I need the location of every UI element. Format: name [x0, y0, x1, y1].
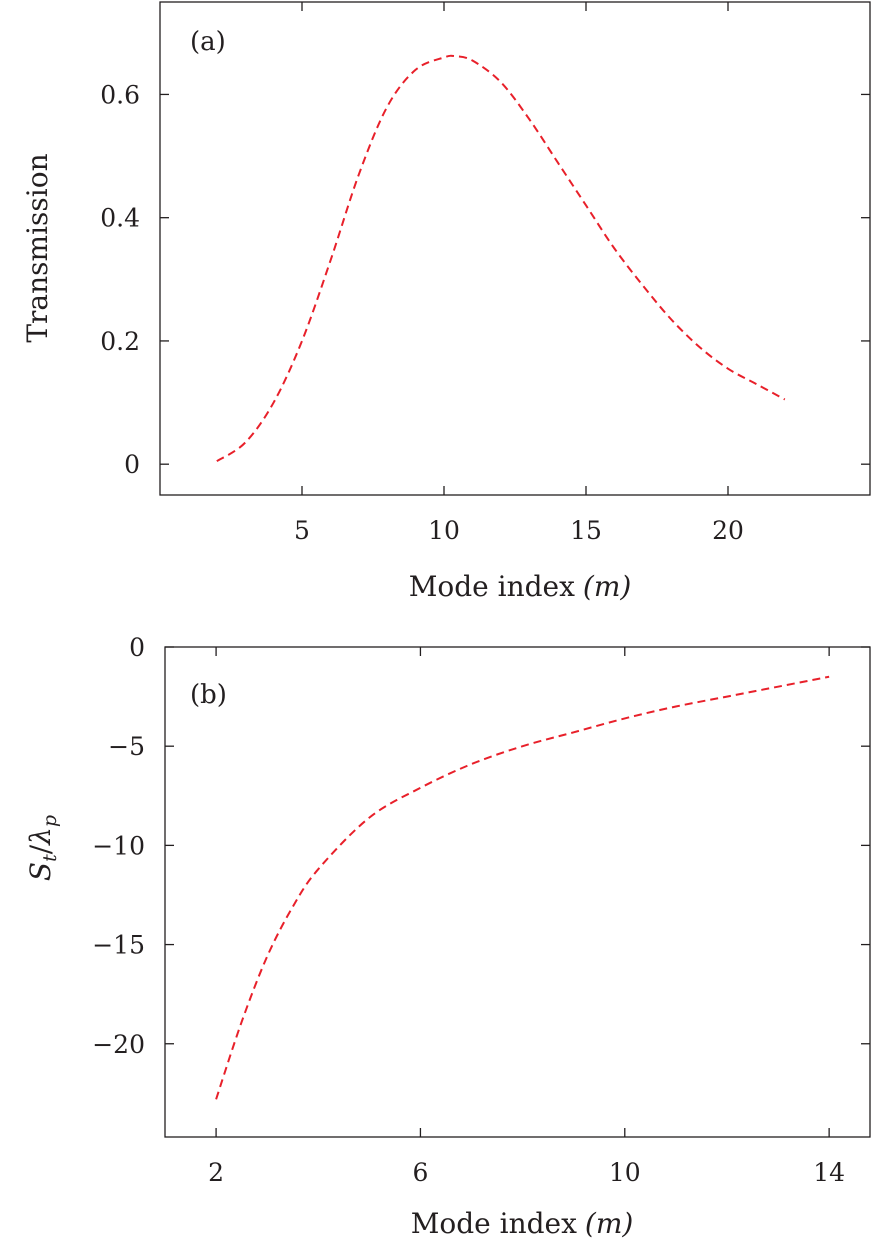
x-tick-label: 15: [570, 516, 602, 545]
y-tick-label: −10: [92, 831, 145, 860]
y-ticks-b: 0 −5 −10 −15 −20: [92, 633, 870, 1059]
y-label-s-sub: t: [39, 854, 61, 862]
y-tick-label: 0.4: [100, 204, 140, 233]
y-label-lambda-sub: p: [39, 815, 61, 827]
y-ticks-a: 0 0.2 0.4 0.6: [100, 80, 870, 479]
x-tick-label: 10: [609, 1158, 641, 1187]
y-tick-label: 0: [129, 633, 145, 662]
x-tick-label: 10: [428, 516, 460, 545]
y-axis-label-a: Transmission: [21, 153, 54, 342]
panel-label-b: (b): [190, 680, 227, 710]
y-axis-label-b: St/λp: [24, 815, 61, 881]
y-tick-label: −5: [108, 732, 145, 761]
y-label-slash: /: [24, 844, 57, 854]
x-axis-label-symbol-b: (m): [585, 1207, 633, 1240]
x-axis-label-symbol-a: (m): [583, 570, 631, 603]
x-axis-label-text-b: Mode index: [411, 1207, 577, 1240]
x-ticks-b: 2 6 10 14: [208, 647, 845, 1187]
x-tick-label: 14: [813, 1158, 845, 1187]
chart-panel-b: 2 6 10 14 0 −5 −10 −15 −20 (b) Mode index (m) St…: [24, 633, 871, 1240]
plot-frame-b: [164, 646, 871, 1138]
y-tick-label: −15: [92, 931, 145, 960]
x-axis-label-text-a: Mode index: [409, 570, 575, 603]
y-label-lambda: λ: [24, 827, 57, 846]
y-tick-label: 0.6: [100, 80, 140, 109]
x-tick-label: 5: [294, 516, 310, 545]
st-over-lambda-series-line: [215, 675, 830, 1100]
panel-label-a: (a): [190, 27, 226, 57]
x-axis-label-b: Mode index (m): [411, 1207, 634, 1240]
y-label-s: S: [24, 862, 57, 881]
y-tick-label: 0.2: [100, 327, 140, 356]
x-ticks-a: 5 10 15 20: [294, 2, 744, 545]
y-tick-label: −20: [92, 1030, 145, 1059]
plot-frame-a: [159, 1, 871, 496]
chart-panel-a: 5 10 15 20 0 0.2 0.4 0.6 (a) Mode index (m) Tra…: [21, 1, 871, 603]
y-tick-label: 0: [124, 450, 140, 479]
x-axis-label-a: Mode index (m): [409, 570, 632, 603]
x-tick-label: 2: [208, 1158, 224, 1187]
x-tick-label: 20: [712, 516, 744, 545]
x-tick-label: 6: [412, 1158, 428, 1187]
transmission-series-line: [216, 54, 786, 462]
